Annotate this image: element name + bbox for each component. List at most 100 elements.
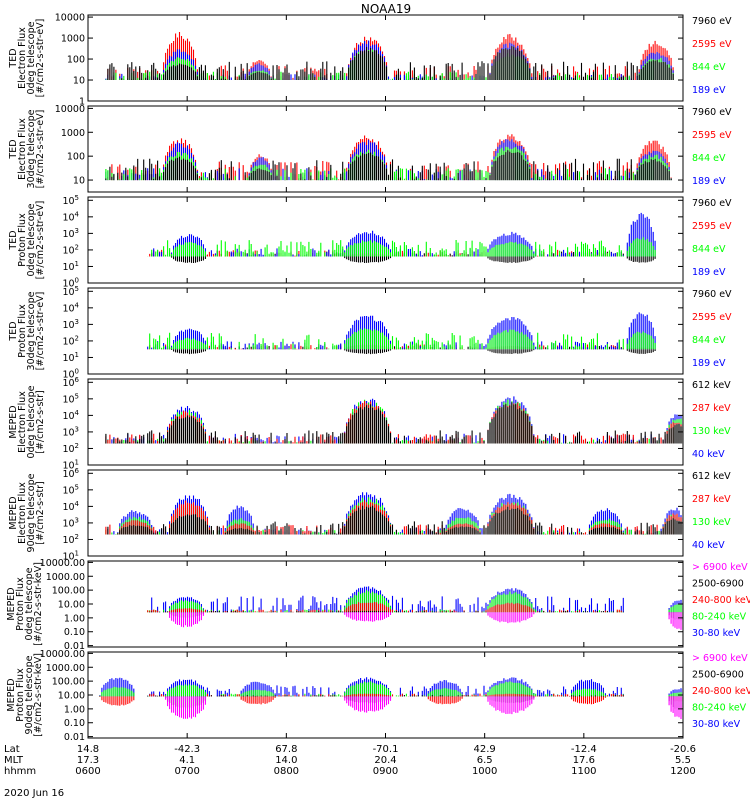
y-tick-label: 1000 [61,34,85,45]
legend-entry: > 6900 keV [692,562,748,573]
date-label: 2020 Jun 16 [4,788,64,799]
y-axis-label-line: Electron Flux [17,391,28,453]
y-tick-label: 100 [62,368,79,381]
y-axis-label-line: Electron Flux [17,482,28,544]
footer-lat-value: 42.9 [474,744,496,755]
y-axis-label-line: TED [8,321,19,341]
footer-lat-value: 14.8 [77,744,99,755]
footer-mlt-value: 17.6 [573,755,595,766]
series-black [105,150,672,181]
legend-entry: 7960 eV [692,198,732,209]
legend-entry: 287 keV [692,494,731,505]
y-axis-label-line: [#/cm2-s-str] [35,481,46,544]
panel-5-data [105,396,683,444]
legend-entry: 189 eV [692,267,726,278]
series-red [107,134,672,181]
series-magenta [169,612,683,630]
legend-entry: 130 keV [692,426,731,437]
legend-entry: 189 eV [692,85,726,96]
y-axis-label-line: [#/cm2-s-str-keV] [33,562,44,646]
series-green [105,399,683,444]
y-tick-label: 101 [62,260,79,273]
series-green [147,237,656,257]
footer-lat-value: -12.4 [571,744,597,755]
y-tick-label: 102 [62,334,79,347]
legend-entry: 2595 eV [692,221,732,232]
legend-entry: 30-80 keV [692,719,741,730]
legend-entry: 189 eV [692,176,726,187]
y-axis-label-line: [#/cm2-s-str] [35,390,46,453]
series-black [107,505,683,535]
footer-lat-value: 67.8 [275,744,297,755]
y-tick-label: 100 [67,55,85,66]
series-black [149,610,683,621]
y-tick-label: 10 [73,176,85,187]
legend-entry: > 6900 keV [692,653,748,664]
y-tick-label: 102 [62,533,79,546]
legend-entry: 2595 eV [692,130,732,141]
panel-8-data [99,677,683,719]
series-blue [151,586,683,613]
y-axis-label-line: [#/cm2-s-str-eV] [35,110,46,189]
y-tick-label: 105 [62,285,79,298]
y-tick-label: 101 [62,351,79,364]
y-tick-label: 102 [62,243,79,256]
legend-entry: 2500-6900 [692,670,744,681]
legend-entry: 80-240 keV [692,612,747,623]
y-tick-label: 10000 [55,104,85,115]
y-tick-label: 100.00 [52,586,85,597]
panel-2-data [105,134,672,181]
y-tick-label: 0.01 [64,732,85,743]
footer-lat-value: -42.3 [174,744,200,755]
footer-hhmm-value: 0600 [75,766,100,777]
footer-row-label: MLT [4,755,24,766]
y-axis-label-line: [#/cm2-s-str-eV] [35,292,46,371]
y-tick-label: 104 [62,500,79,513]
y-tick-label: 10000 [55,13,85,24]
legend-entry: 130 keV [692,517,731,528]
y-tick-label: 10000.00 [40,649,85,660]
footer-hhmm-value: 0700 [174,766,199,777]
legend-entry: 7960 eV [692,107,732,118]
y-tick-label: 1000 [61,128,85,139]
series-blue [107,396,683,444]
y-axis-label-line: Proton Flux [17,213,28,267]
footer-row-label: Lat [4,744,20,755]
y-axis-label-line: TED [8,48,19,68]
y-axis-label-line: MEPED [8,496,19,529]
y-tick-label: 106 [62,376,79,389]
y-tick-label: 10.00 [58,600,85,611]
footer-hhmm-value: 1100 [571,766,596,777]
y-axis-label-line: 90deg telescope [26,473,37,552]
series-blue [107,492,683,535]
y-axis-label-line: TED [8,230,19,250]
series-green [149,328,656,350]
series-blue [147,312,656,350]
series-blue [105,139,672,181]
y-tick-label: 1000.00 [46,572,85,583]
panel-1-data [105,32,674,80]
legend-entry: 80-240 keV [692,703,747,714]
y-axis-label-line: [#/cm2-s-str-eV] [35,19,46,98]
legend-entry: 2595 eV [692,312,732,323]
series-red [147,602,622,613]
y-tick-label: 104 [62,210,79,223]
footer-hhmm-value: 0900 [373,766,398,777]
legend-entry: 844 eV [692,244,726,255]
chart-title: NOAA19 [361,2,411,16]
legend-entry: 612 keV [692,380,731,391]
y-axis-label-line: Electron Flux [17,118,28,180]
y-tick-label: 100 [62,277,79,290]
y-tick-label: 105 [62,392,79,405]
footer-hhmm-value: 1200 [670,766,695,777]
y-axis-label-line: MEPED [6,678,17,711]
panel-frame [87,287,684,375]
legend-entry: 287 keV [692,403,731,414]
